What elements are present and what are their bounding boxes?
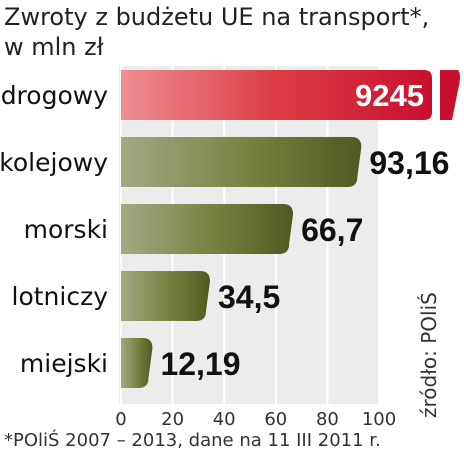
chart-title-line-1: Zwroty z budżetu UE na transport*, bbox=[4, 3, 430, 31]
tick-label-20: 20 bbox=[161, 409, 184, 430]
tick-label-40: 40 bbox=[213, 409, 236, 430]
category-label-drogowy: drogowy bbox=[1, 81, 109, 110]
tick-label-100: 100 bbox=[362, 409, 396, 430]
category-label-morski: morski bbox=[24, 215, 108, 244]
tick-label-60: 60 bbox=[264, 409, 287, 430]
bars: drogowy 9245 kolejowy 93,16 morski 66,7 lotnic… bbox=[0, 70, 460, 388]
category-label-miejski: miejski bbox=[20, 349, 108, 378]
chart-title: Zwroty z budżetu UE na transport*, w mln… bbox=[4, 2, 444, 62]
category-label-kolejowy: kolejowy bbox=[0, 148, 108, 177]
source-label: źródło: POliŚ bbox=[417, 292, 441, 418]
bar-miejski bbox=[121, 338, 153, 388]
bar-lotniczy bbox=[121, 271, 211, 321]
value-label-miejski: 12,19 bbox=[160, 346, 240, 382]
category-label-lotniczy: lotniczy bbox=[12, 282, 109, 311]
bar-morski bbox=[121, 204, 294, 254]
bar-kolejowy bbox=[121, 137, 362, 187]
tick-label-80: 80 bbox=[316, 409, 339, 430]
value-label-drogowy: 9245 bbox=[355, 78, 424, 113]
value-label-lotniczy: 34,5 bbox=[218, 279, 280, 315]
bar-drogowy bbox=[121, 70, 432, 120]
axis-ticks: 0 20 40 60 80 100 bbox=[115, 409, 396, 430]
footnote: *POliŚ 2007 – 2013, dane na 11 III 2011 … bbox=[4, 430, 381, 451]
chart-title-line-2: w mln zł bbox=[4, 33, 104, 61]
value-label-morski: 66,7 bbox=[301, 212, 363, 248]
bar-break-stub bbox=[440, 70, 460, 120]
tick-label-0: 0 bbox=[115, 409, 126, 430]
value-label-kolejowy: 93,16 bbox=[369, 145, 449, 181]
